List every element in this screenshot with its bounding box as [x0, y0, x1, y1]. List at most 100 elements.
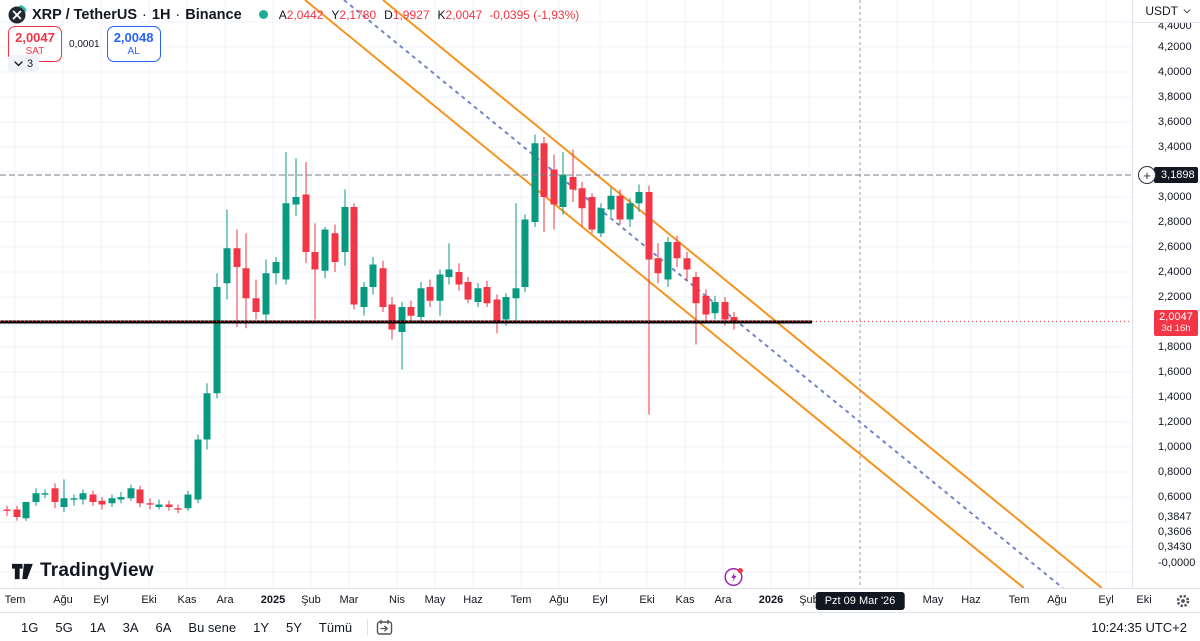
candle-body — [664, 242, 672, 280]
candle — [98, 497, 106, 510]
range-button-1y[interactable]: 1Y — [253, 619, 270, 635]
separator-dot: · — [175, 6, 181, 23]
time-tick-label: May — [424, 594, 446, 606]
buy-button[interactable]: 2,0048 AL — [106, 26, 161, 62]
time-tick-label: Eyl — [592, 594, 608, 606]
open-label: A — [278, 7, 287, 22]
channel-upper-trendline[interactable] — [382, 0, 1103, 588]
low-label: D — [384, 7, 393, 22]
chart-pane[interactable]: XRP / TetherUS · 1H · Binance A2,0442 Y2… — [0, 0, 1132, 588]
range-button-1g[interactable]: 1G — [21, 619, 39, 635]
candle-body — [559, 174, 567, 207]
time-tick-label: Tem — [4, 594, 26, 606]
range-button-5y[interactable]: 5Y — [286, 619, 302, 635]
candle-body — [184, 494, 192, 509]
time-tick-label: Eyl — [1098, 594, 1114, 606]
time-tick-label: Ağu — [53, 594, 73, 606]
candle — [146, 498, 154, 510]
candle — [302, 162, 310, 264]
price-tick-label: 1,2000 — [1158, 416, 1192, 428]
time-tick-label: Ara — [216, 594, 234, 606]
time-tick-label: Şub — [799, 594, 819, 606]
price-tick-label: 4,2000 — [1158, 41, 1192, 53]
range-button-bu-sene[interactable]: Bu sene — [188, 619, 237, 635]
time-tick-label: Kas — [177, 594, 197, 606]
exchange-label[interactable]: Binance — [185, 6, 242, 23]
market-status-icon[interactable] — [258, 10, 268, 19]
range-button-1a[interactable]: 1A — [89, 619, 106, 635]
time-tick-label: Kas — [675, 594, 695, 606]
toolbar-divider — [367, 619, 369, 635]
candle-body — [79, 493, 87, 500]
price-tick-label: 3,6000 — [1158, 116, 1192, 128]
candle — [213, 273, 221, 399]
low-value: 1,9927 — [392, 7, 430, 22]
candle — [242, 233, 250, 329]
candle — [22, 502, 30, 521]
add-alert-plus-button[interactable]: + — [1138, 166, 1156, 184]
candle-body — [388, 304, 396, 330]
time-tick-label: Şub — [301, 594, 321, 606]
candle-body — [673, 242, 681, 259]
trade-buttons: 2,0047 SAT 0,0001 2,0048 AL — [8, 26, 161, 62]
range-button-3a[interactable]: 3A — [122, 619, 139, 635]
candle — [127, 484, 135, 501]
time-tick-label: Nis — [389, 594, 405, 606]
range-button-5g[interactable]: 5G — [55, 619, 73, 635]
axis-settings-gear-icon[interactable] — [1175, 593, 1191, 614]
candle — [540, 137, 548, 232]
candle-body — [483, 287, 491, 304]
object-tree-chip[interactable]: 3 — [8, 55, 40, 72]
symbol-title[interactable]: XRP / TetherUS — [32, 6, 138, 23]
candle — [702, 289, 710, 322]
range-button-tümü[interactable]: Tümü — [318, 619, 353, 635]
candle-body — [321, 229, 329, 271]
candle-body — [89, 494, 97, 502]
range-buttons: 1G 5G 1A 3A 6A Bu sene 1Y 5Y Tümü — [13, 617, 360, 638]
channel-mid-dashed-line[interactable] — [343, 0, 1064, 588]
range-button-6a[interactable]: 6A — [155, 619, 172, 635]
candle — [51, 483, 59, 509]
currency-selector[interactable]: USDT — [1133, 0, 1200, 23]
candle — [321, 227, 329, 279]
candle — [70, 494, 78, 506]
candle-body — [502, 297, 510, 320]
candle-body — [540, 143, 548, 197]
candle — [597, 203, 605, 237]
candle-body — [626, 203, 634, 220]
price-axis[interactable]: 4,4000 4,2000 4,0000 3,8000 3,6000 3,4000 3,00… — [1132, 0, 1200, 588]
channel-lower-trendline[interactable] — [304, 0, 1025, 588]
candle-body — [711, 302, 719, 314]
time-tick-label: 2026 — [758, 594, 784, 606]
candle-body — [292, 197, 300, 205]
price-tick-label: 4,0000 — [1158, 66, 1192, 78]
candle-body — [203, 393, 211, 440]
candle-body — [70, 498, 78, 500]
candle — [550, 154, 558, 230]
tradingview-watermark: TradingView — [11, 560, 154, 582]
flash-event-icon[interactable] — [723, 566, 745, 588]
candle-body — [692, 277, 700, 304]
time-tick-label: Mar — [339, 594, 359, 606]
candle — [616, 189, 624, 225]
high-value: 2,1780 — [339, 7, 377, 22]
candle — [398, 302, 406, 370]
crosshair-date-tooltip: Pzt 09 Mar '26 — [815, 592, 905, 610]
interval-label[interactable]: 1H — [151, 6, 171, 23]
high-label: Y — [331, 7, 340, 22]
buy-label: AL — [127, 45, 140, 57]
time-axis[interactable]: Tem Ağu Eyl Eki Kas Ara 2025 Şub Mar Nis May Haz Tem… — [0, 588, 1200, 612]
last-price-label: 2,0047 3d 16h — [1154, 310, 1198, 336]
clock[interactable]: 10:24:35 UTC+2 — [1091, 620, 1187, 635]
candle — [388, 297, 396, 340]
candle-body — [117, 497, 125, 500]
candle — [155, 499, 163, 510]
candle — [426, 279, 434, 307]
price-tick-label: 1,4000 — [1158, 391, 1192, 403]
sell-label: SAT — [25, 45, 45, 57]
candle-body — [155, 504, 163, 507]
candlestick-chart[interactable] — [0, 0, 1132, 588]
go-to-date-calendar-icon[interactable] — [375, 618, 394, 637]
candle — [502, 293, 510, 326]
